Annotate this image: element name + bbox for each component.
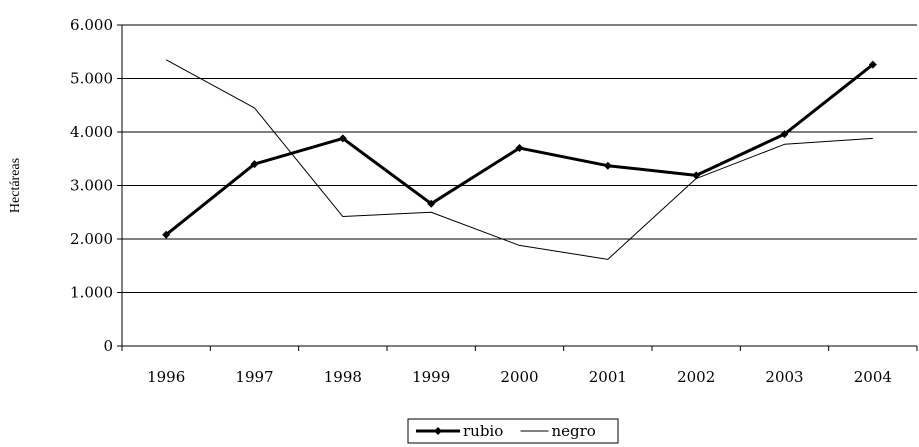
legend-marker-rubio	[434, 427, 442, 435]
data-point-rubio	[250, 160, 259, 169]
series-line-negro	[165, 59, 873, 260]
x-tick-label: 2003	[765, 368, 803, 386]
data-point-rubio	[515, 144, 524, 153]
data-point-rubio	[338, 134, 347, 143]
y-tick-label: 2.000	[70, 230, 113, 248]
y-axis-label: Hectáreas	[8, 158, 23, 213]
y-tick-label: 0	[103, 337, 113, 355]
legend: rubio negro	[407, 418, 619, 444]
x-tick-label: 1999	[412, 368, 450, 386]
x-tick-label: 2001	[589, 368, 627, 386]
data-point-rubio	[427, 199, 436, 208]
data-point-rubio	[162, 230, 171, 239]
x-tick-labels: 1996 1997 1998 1999 2000 2001 2002 2003 2004	[147, 368, 892, 386]
y-tick-label: 6.000	[70, 16, 113, 34]
x-tick-label: 2004	[854, 368, 892, 386]
x-tick-label: 1997	[235, 368, 273, 386]
y-tick-labels: 0 1.000 2.000 3.000 4.000 5.000 6.000	[70, 16, 113, 355]
y-tick-label: 3.000	[70, 177, 113, 195]
legend-label-rubio: rubio	[463, 422, 503, 440]
y-tick-label: 1.000	[70, 284, 113, 302]
data-point-rubio	[868, 60, 877, 69]
y-tick-label: 5.000	[70, 70, 113, 88]
y-tick-label: 4.000	[70, 123, 113, 141]
gridlines	[122, 24, 917, 293]
axes	[117, 24, 918, 351]
x-tick-label: 2000	[500, 368, 538, 386]
x-tick-label: 1996	[147, 368, 185, 386]
data-point-rubio	[780, 130, 789, 139]
data-point-rubio	[603, 161, 612, 170]
x-tick-label: 2002	[677, 368, 715, 386]
legend-label-negro: negro	[552, 422, 596, 440]
x-tick-label: 1998	[324, 368, 362, 386]
series-lines	[162, 59, 877, 260]
